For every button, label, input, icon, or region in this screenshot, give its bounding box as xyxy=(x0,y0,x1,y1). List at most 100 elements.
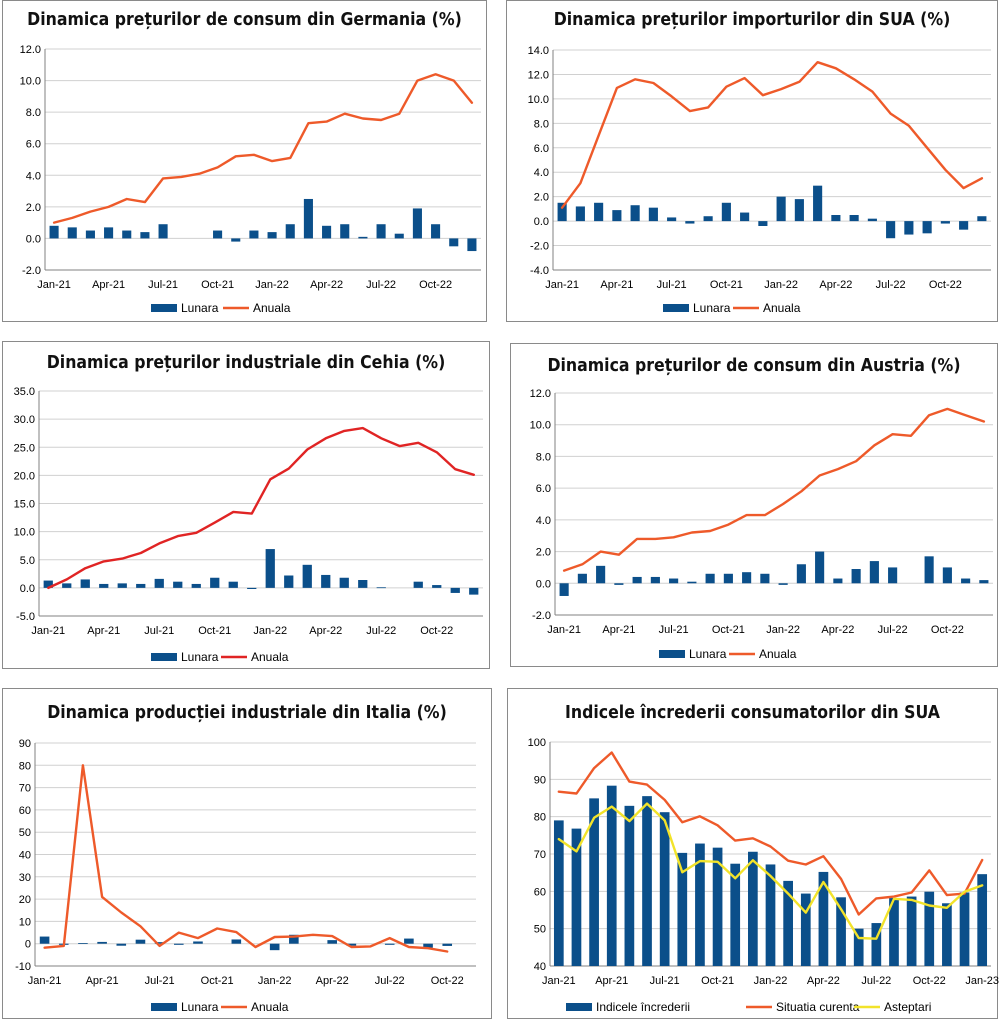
bar xyxy=(553,820,564,966)
bar xyxy=(742,572,752,584)
bar xyxy=(669,578,679,584)
bar xyxy=(906,896,917,966)
y-tick-label: 2.0 xyxy=(534,192,549,204)
bar xyxy=(632,576,642,584)
x-tick-label: Jul-21 xyxy=(145,975,175,987)
bar xyxy=(740,212,750,222)
bar xyxy=(394,233,404,239)
bar xyxy=(723,573,733,584)
bar xyxy=(831,215,841,222)
series-line xyxy=(562,407,986,572)
bar xyxy=(467,238,477,252)
x-tick-label: Oct-22 xyxy=(420,625,453,637)
bar xyxy=(849,215,859,222)
x-tick-label: Jul-22 xyxy=(861,975,891,987)
bar xyxy=(97,941,107,944)
x-tick-label: Jul-22 xyxy=(876,279,906,291)
chart-title: Indicele încrederii consumatorilor din S… xyxy=(565,703,940,723)
bar xyxy=(760,573,770,584)
chart-usa-consumer-confidence: 40 50 60 70 80 90 100 Jan-21 Apr-21 Jul-21 Oct-21 J… xyxy=(528,737,999,1014)
y-tick-label: 90 xyxy=(19,738,31,750)
x-tick-label: Oct-21 xyxy=(201,279,234,291)
bar xyxy=(339,577,349,588)
bar xyxy=(413,581,423,588)
x-tick-label: Jan-22 xyxy=(754,975,788,987)
bar xyxy=(721,202,731,222)
bar xyxy=(158,224,168,239)
bar xyxy=(778,583,788,585)
bar xyxy=(80,579,90,588)
x-tick-label: Apr-21 xyxy=(595,975,628,987)
chart-germany-cpi: -2.0 0.0 2.0 4.0 6.0 8.0 10.0 12.0 Jan-21 Apr-21 J… xyxy=(20,44,481,315)
legend-label: Anuala xyxy=(759,647,797,661)
x-tick-label: Jul-21 xyxy=(144,625,174,637)
bar xyxy=(904,221,914,235)
y-tick-label: 10.0 xyxy=(528,94,549,106)
bar xyxy=(340,224,350,239)
bar xyxy=(712,847,723,966)
bar xyxy=(630,205,640,222)
chart-panel-czech-industrial-prices: Dinamica prețurilor industriale din Cehi… xyxy=(2,341,490,669)
y-tick-label: 90 xyxy=(534,774,546,786)
bar xyxy=(612,210,622,222)
plot-area: -10 0 10 20 30 40 50 60 70 80 90 Jan-21 Apr-21 Jul-21… xyxy=(15,738,476,987)
x-tick-label: Jan-21 xyxy=(31,625,65,637)
x-tick-label: Oct-22 xyxy=(931,624,964,636)
legend-swatch xyxy=(151,304,177,312)
chart-panel-usa-import-prices: Dinamica prețurilor importurilor din SUA… xyxy=(506,0,998,322)
bar xyxy=(78,943,88,944)
y-tick-label: 20.0 xyxy=(14,470,35,482)
legend: Lunara Anuala xyxy=(663,301,801,315)
legend-swatch xyxy=(151,1003,177,1011)
bar xyxy=(303,198,313,239)
bar xyxy=(833,578,843,584)
bar xyxy=(104,227,114,239)
y-tick-label: 70 xyxy=(19,783,31,795)
bar xyxy=(888,567,898,584)
bar xyxy=(977,216,987,222)
x-tick-label: Apr-22 xyxy=(316,975,349,987)
x-tick-label: Oct-21 xyxy=(198,625,231,637)
x-tick-label: Jul-21 xyxy=(659,624,689,636)
bar xyxy=(99,583,109,588)
y-tick-label: 12.0 xyxy=(528,69,549,81)
legend-label: Lunara xyxy=(181,1000,219,1014)
chart-austria-cpi: -2.0 0.0 2.0 4.0 6.0 8.0 10.0 12.0 Jan-21 Apr-21 J… xyxy=(530,388,993,661)
chart-panel-usa-consumer-confidence: Indicele încrederii consumatorilor din S… xyxy=(507,688,999,1019)
y-tick-label: 4.0 xyxy=(534,167,549,179)
bar xyxy=(559,583,569,596)
x-tick-label: Apr-21 xyxy=(600,279,633,291)
y-tick-label: 80 xyxy=(19,760,31,772)
series-line xyxy=(47,426,475,590)
bar xyxy=(269,943,280,951)
chart-usa-import-prices: -4.0 -2.0 0.0 2.0 4.0 6.0 8.0 10.0 12.0 14.0 Jan-2… xyxy=(528,45,991,315)
x-tick-label: Apr-21 xyxy=(92,279,125,291)
bar xyxy=(450,587,460,593)
y-tick-label: 6.0 xyxy=(26,139,41,151)
bar xyxy=(122,230,132,239)
y-tick-label: 2.0 xyxy=(536,547,551,559)
bar xyxy=(886,221,896,239)
x-tick-label: Oct-22 xyxy=(419,279,452,291)
chart-title: Dinamica prețurilor de consum din Austri… xyxy=(547,356,961,376)
bar xyxy=(174,943,184,945)
bar xyxy=(358,580,368,588)
x-tick-label: Jul-22 xyxy=(366,625,396,637)
bar xyxy=(191,583,201,588)
x-tick-label: Oct-21 xyxy=(701,975,734,987)
bar xyxy=(867,218,877,222)
bar xyxy=(267,232,277,239)
series-line xyxy=(560,61,984,209)
y-tick-label: 6.0 xyxy=(534,143,549,155)
y-tick-label: 10.0 xyxy=(20,76,41,88)
bar xyxy=(765,864,776,966)
bar xyxy=(247,587,257,589)
plot-area: -2.0 0.0 2.0 4.0 6.0 8.0 10.0 12.0 Jan-21 Apr-21 J… xyxy=(530,388,993,636)
bar xyxy=(575,206,585,222)
bar xyxy=(871,923,882,966)
bar xyxy=(667,217,677,222)
bar xyxy=(687,581,697,584)
x-tick-label: Jan-21 xyxy=(542,975,576,987)
y-tick-label: 10.0 xyxy=(530,420,551,432)
chart-italy-industrial-production: -10 0 10 20 30 40 50 60 70 80 90 Jan-21 Apr-21 Jul-21… xyxy=(15,738,476,1014)
